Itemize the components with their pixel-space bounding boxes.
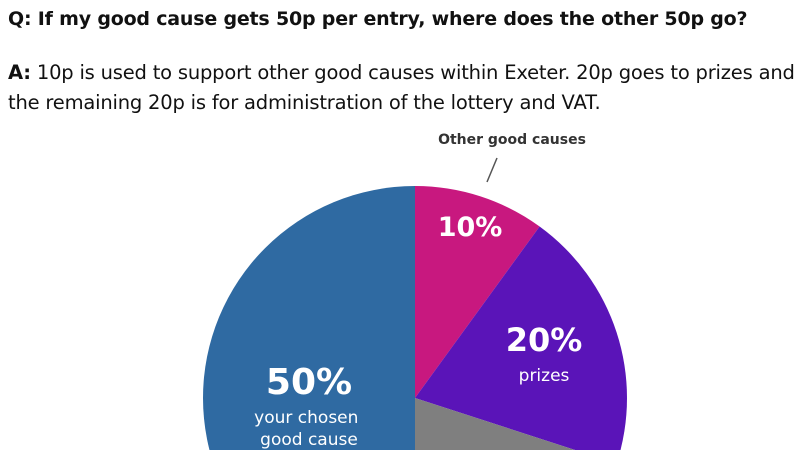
answer-label: A:: [8, 61, 31, 84]
label-line: your chosen: [254, 408, 364, 428]
category-label: your chosen good cause: [254, 408, 364, 450]
answer: A: 10p is used to support other good cau…: [8, 58, 798, 118]
category-label: prizes: [519, 366, 570, 386]
pie-slice: [415, 186, 540, 398]
label-line: good cause: [260, 430, 358, 450]
pie-slice: [415, 398, 576, 450]
value-label: 20%: [506, 321, 583, 359]
question: Q: If my good cause gets 50p per entry, …: [8, 8, 748, 30]
value-label: 50%: [266, 362, 352, 403]
pie-slice: [415, 226, 627, 450]
value-label: 10%: [438, 212, 503, 243]
pie-slice: [203, 186, 415, 450]
answer-text: 10p is used to support other good causes…: [8, 61, 795, 114]
leader-line: [486, 157, 498, 183]
category-label: Other good causes: [438, 132, 586, 148]
